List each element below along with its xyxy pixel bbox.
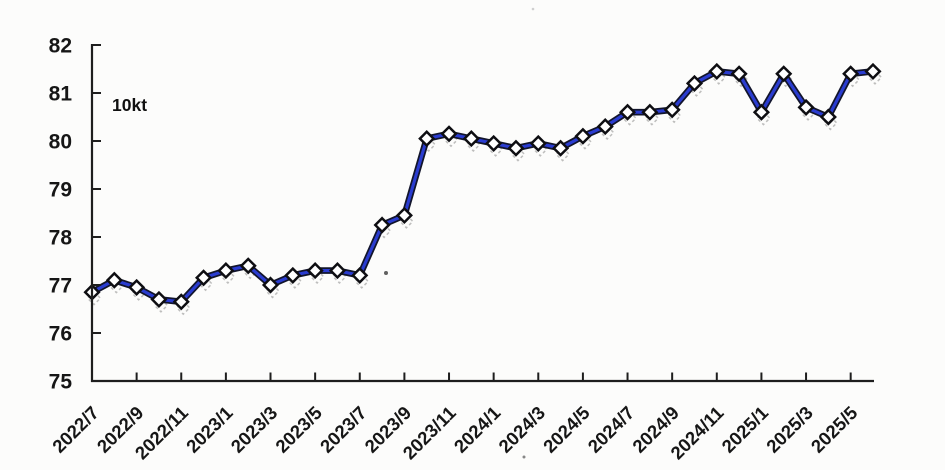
y-tick-label: 82 <box>49 35 72 58</box>
data-point-marker <box>239 257 257 275</box>
series-line-outline <box>88 68 877 306</box>
data-point-marker <box>641 103 659 121</box>
y-tick-label: 75 <box>49 371 73 394</box>
x-tick-label: 2023/3 <box>226 402 281 457</box>
x-tick-label: 2022/7 <box>48 402 103 457</box>
y-tick-label: 78 <box>49 227 73 250</box>
scan-artifact-dot <box>384 271 388 275</box>
data-point-marker <box>418 130 436 148</box>
data-point-marker <box>842 65 860 83</box>
data-point-marker <box>172 293 190 311</box>
data-point-marker <box>708 62 726 80</box>
x-tick-label: 2023/1 <box>182 402 237 457</box>
data-point-marker <box>819 108 837 126</box>
data-point-marker <box>195 269 213 287</box>
x-tick-label: 2023/5 <box>271 402 326 457</box>
x-tick-label: 2025/1 <box>717 402 772 457</box>
y-tick-label: 79 <box>49 179 72 202</box>
data-point-marker <box>462 130 480 148</box>
scan-artifact-dot <box>531 7 535 11</box>
y-tick-label: 80 <box>49 131 72 154</box>
data-point-marker <box>663 101 681 119</box>
x-tick-label: 2024/3 <box>494 402 549 457</box>
series-markers-layer <box>83 62 882 311</box>
data-point-marker <box>507 139 525 157</box>
data-point-marker <box>150 290 168 308</box>
data-point-marker <box>864 62 882 80</box>
y-tick-label: 76 <box>49 323 72 346</box>
x-tick-label: 2025/5 <box>807 402 862 457</box>
x-tick-label: 2025/3 <box>762 402 817 457</box>
data-point-marker <box>217 262 235 280</box>
y-tick-label: 81 <box>49 83 73 106</box>
x-tick-label: 2024/7 <box>583 402 638 457</box>
data-point-marker <box>685 74 704 92</box>
data-point-marker <box>485 134 503 152</box>
data-point-marker <box>752 103 770 121</box>
data-point-marker <box>351 266 369 284</box>
data-point-marker <box>440 125 458 143</box>
data-point-marker <box>552 139 570 157</box>
unit-label: 10kt <box>112 95 147 115</box>
data-point-marker <box>730 65 748 83</box>
x-tick-label: 2024/1 <box>450 402 505 457</box>
x-tick-label: 2023/7 <box>316 402 371 457</box>
data-point-marker <box>395 206 413 224</box>
y-tick-label: 77 <box>49 275 72 298</box>
data-point-marker <box>261 276 280 294</box>
data-point-marker <box>797 98 815 116</box>
x-axis-ticks-layer: 2022/72022/92022/112023/12023/32023/5202… <box>48 372 862 463</box>
data-point-marker <box>105 271 123 289</box>
data-point-marker <box>618 103 637 121</box>
scan-artifacts-layer <box>384 7 535 459</box>
x-tick-label: 2024/5 <box>539 402 594 457</box>
data-point-marker <box>574 127 592 145</box>
data-point-marker <box>284 266 302 284</box>
data-point-marker <box>306 262 324 280</box>
data-point-marker <box>128 278 146 296</box>
scan-artifact-dot <box>522 455 526 459</box>
data-point-marker <box>775 65 793 83</box>
data-point-marker <box>529 134 547 152</box>
data-point-marker <box>596 118 614 136</box>
series-line-layer <box>88 68 877 306</box>
data-point-marker <box>328 262 347 280</box>
data-point-marker <box>373 216 391 234</box>
y-axis-ticks-layer: 75 76 77 78 79 80 81 82 <box>49 35 101 394</box>
